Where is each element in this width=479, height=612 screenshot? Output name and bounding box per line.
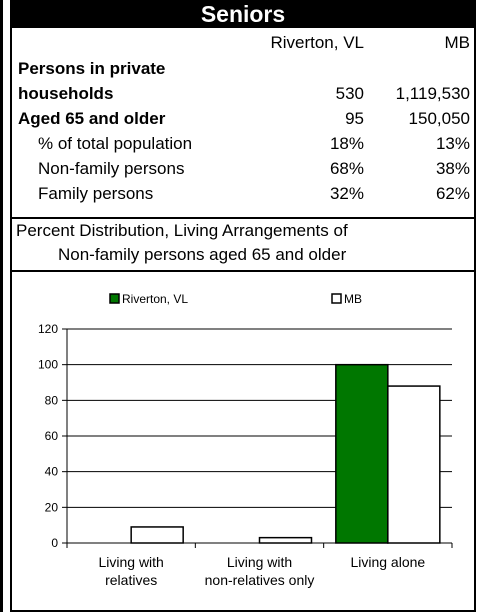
y-tick-label: 80 — [45, 393, 59, 407]
row-label: % of total population — [38, 134, 193, 153]
x-tick-label: Living with — [98, 554, 163, 570]
panel-title: Seniors — [12, 0, 474, 28]
x-tick-label: Living alone — [350, 554, 425, 570]
row-value-mb: 1,119,530 — [395, 84, 470, 103]
row-label: Persons in private — [18, 59, 166, 78]
legend-swatch — [331, 293, 342, 304]
row-value-riverton: 32% — [329, 184, 364, 203]
row-value-riverton: 68% — [329, 159, 364, 178]
y-tick-label: 40 — [45, 465, 59, 479]
y-tick-label: 20 — [45, 500, 59, 514]
table-row: Non-family persons 68% 38% — [12, 156, 474, 181]
table-row: % of total population 18% 13% — [12, 131, 474, 156]
living-arrangements-chart: 0 20 40 60 80 100 120 Living with relatives Livin… — [38, 292, 453, 588]
bar — [335, 363, 389, 544]
row-value-mb: 38% — [435, 159, 470, 178]
row-value-mb: 62% — [435, 184, 470, 203]
distribution-title-line1: Percent Distribution, Living Arrangement… — [16, 221, 348, 240]
distribution-heading: Percent Distribution, Living Arrangement… — [12, 219, 474, 269]
table-row: Persons in private — [12, 56, 474, 81]
legend-swatch — [109, 293, 120, 304]
table-row: Family persons 32% 62% — [12, 181, 474, 206]
y-tick-label: 0 — [51, 536, 58, 550]
table-row: Aged 65 and older 95 150,050 — [12, 106, 474, 131]
row-label: Non-family persons — [38, 159, 185, 178]
seniors-panel: Seniors Riverton, VL MB Persons in priva… — [10, 0, 476, 612]
bar — [130, 526, 184, 544]
row-value-mb: 13% — [435, 134, 470, 153]
row-value-riverton: 95 — [345, 109, 364, 128]
y-tick-label: 60 — [45, 429, 59, 443]
row-value-riverton: 530 — [335, 84, 364, 103]
column-header-riverton: Riverton, VL — [270, 33, 364, 52]
distribution-title-line2: Non-family persons aged 65 and older — [58, 245, 347, 264]
x-tick-label: non-relatives only — [205, 572, 315, 588]
divider — [12, 270, 474, 272]
row-label: Aged 65 and older — [18, 109, 166, 128]
x-tick-label: relatives — [105, 572, 157, 588]
legend-label: MB — [344, 292, 362, 306]
column-headers: Riverton, VL MB — [12, 30, 474, 55]
divider — [12, 217, 474, 219]
x-tick-label: Living with — [227, 554, 292, 570]
row-value-mb: 150,050 — [408, 109, 470, 128]
y-tick-label: 100 — [38, 358, 58, 372]
row-label: Family persons — [38, 184, 154, 203]
table-row: households 530 1,119,530 — [12, 81, 474, 106]
row-label: households — [18, 84, 114, 103]
bar — [258, 536, 313, 544]
bar — [387, 385, 441, 544]
column-header-mb: MB — [444, 33, 471, 52]
legend-label: Riverton, VL — [122, 292, 188, 306]
y-tick-label: 120 — [38, 322, 58, 336]
left-edge-bar — [0, 0, 3, 612]
row-value-riverton: 18% — [329, 134, 364, 153]
